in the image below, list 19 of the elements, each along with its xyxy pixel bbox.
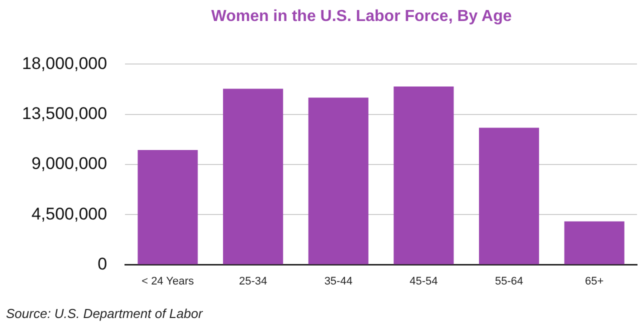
y-tick-label: 13,500,000 — [22, 104, 108, 124]
y-tick-label: 4,500,000 — [31, 204, 108, 224]
bar — [564, 221, 624, 264]
chart-title: Women in the U.S. Labor Force, By Age — [210, 8, 513, 26]
bar — [138, 150, 198, 264]
bar — [478, 128, 540, 264]
x-tick-label: < 24 Years — [142, 275, 194, 288]
x-tick-label: 65+ — [585, 275, 604, 288]
y-tick-label: 0 — [98, 254, 108, 274]
x-tick-label: 55-64 — [494, 275, 524, 288]
x-tick-label: 25-34 — [238, 275, 268, 288]
bar — [223, 88, 284, 264]
y-tick-label: 9,000,000 — [31, 154, 108, 174]
x-tick-label: 35-44 — [324, 275, 352, 288]
y-tick-label: 18,000,000 — [22, 54, 108, 73]
source-note: Source: U.S. Department of Labor — [6, 306, 203, 321]
x-tick-label: 45-54 — [410, 275, 438, 288]
bar — [308, 98, 368, 264]
bar — [394, 86, 454, 264]
